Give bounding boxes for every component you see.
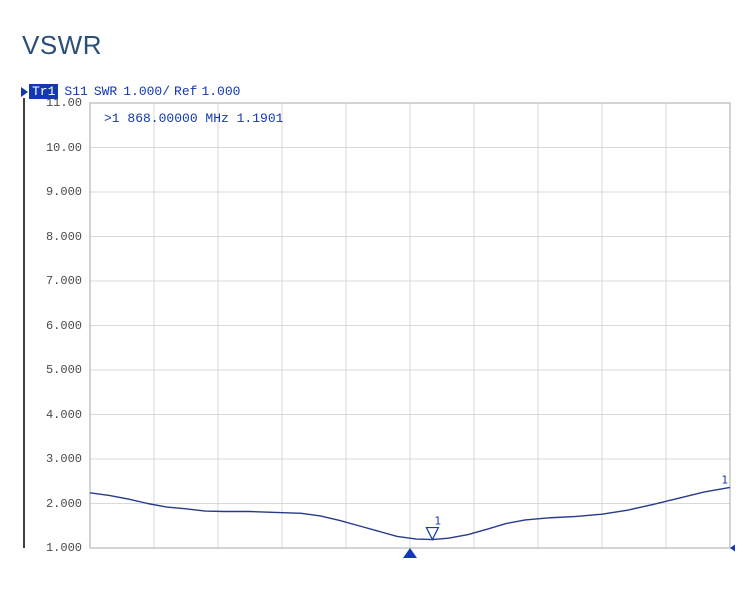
y-tick-label: 1.000 [20, 541, 82, 555]
page: VSWR Tr1 S11 SWR 1.000/ Ref 1.000 11 >1 … [0, 0, 750, 608]
y-tick-label: 11.00 [20, 96, 82, 110]
y-tick-label: 4.000 [20, 408, 82, 422]
y-tick-label: 2.000 [20, 497, 82, 511]
trace-scale: 1.000/ [123, 84, 170, 99]
marker-readout: >1 868.00000 MHz 1.1901 [104, 111, 283, 126]
trace-ref-prefix: Ref [174, 84, 197, 99]
y-tick-label: 5.000 [20, 363, 82, 377]
y-tick-label: 8.000 [20, 230, 82, 244]
y-tick-label: 10.00 [20, 141, 82, 155]
svg-text:1: 1 [721, 473, 728, 486]
y-tick-label: 6.000 [20, 319, 82, 333]
y-tick-label: 9.000 [20, 185, 82, 199]
trace-format: SWR [94, 84, 117, 99]
y-tick-label: 3.000 [20, 452, 82, 466]
header-arrow-icon [21, 87, 28, 97]
page-title: VSWR [22, 30, 102, 61]
vswr-chart: 11 [20, 98, 735, 563]
trace-ref: 1.000 [201, 84, 240, 99]
svg-text:1: 1 [434, 515, 441, 528]
y-tick-label: 7.000 [20, 274, 82, 288]
plot-area: 11 >1 868.00000 MHz 1.1901 11.0010.009.0… [20, 98, 735, 566]
